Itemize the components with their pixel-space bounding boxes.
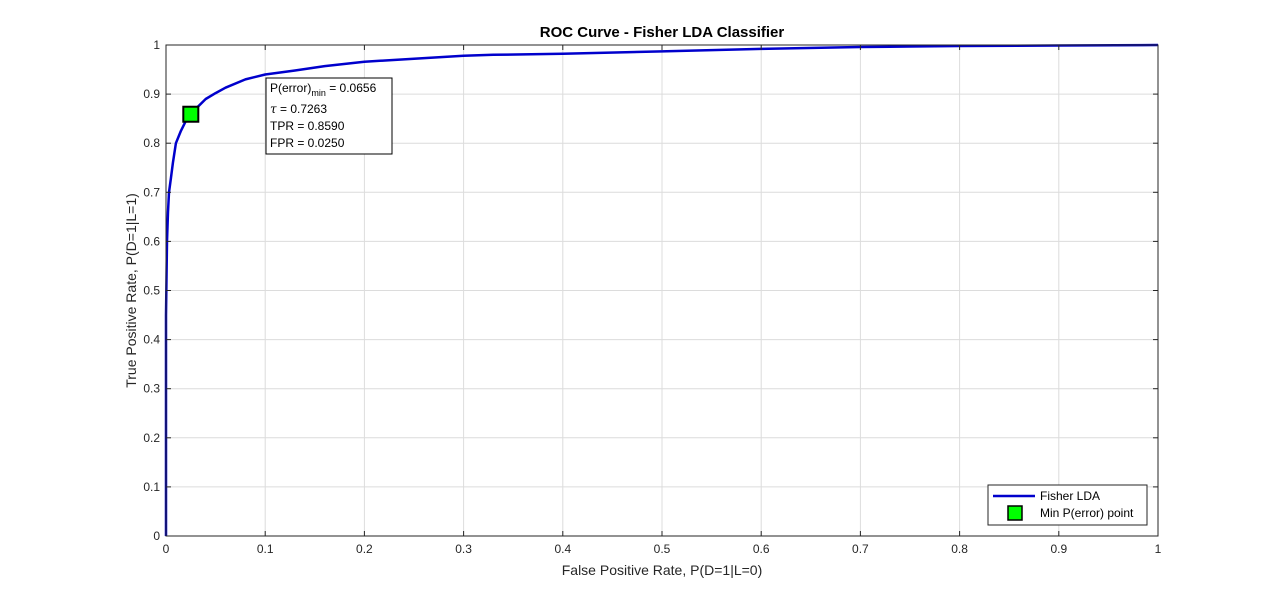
y-tick-label: 0.2 [143,431,160,445]
x-tick-label: 0.8 [951,542,968,556]
y-tick-label: 0.6 [143,234,160,248]
annotation-fpr: FPR = 0.0250 [270,136,345,150]
legend: Fisher LDA Min P(error) point [987,484,1148,526]
annotation-perror-prefix: P(error) [270,81,311,95]
y-tick-label: 0.8 [143,136,160,150]
x-tick-label: 0.4 [554,542,571,556]
annotation-perror: P(error)min = 0.0656 [270,81,377,98]
annotation-tau: τ = 0.7263 [270,102,327,116]
x-tick-label: 1 [1155,542,1162,556]
legend-marker-swatch [1007,505,1023,521]
y-axis-label: True Positive Rate, P(D=1|L=1) [123,193,139,388]
y-tick-label: 0.4 [143,333,160,347]
x-tick-label: 0 [163,542,170,556]
y-tick-label: 0.7 [143,185,160,199]
y-tick-label: 0.9 [143,87,160,101]
legend-label-min-perror: Min P(error) point [1040,506,1134,520]
x-tick-label: 0.7 [852,542,869,556]
chart-title: ROC Curve - Fisher LDA Classifier [540,24,785,41]
x-tick-label: 0.2 [356,542,373,556]
x-tick-label: 0.9 [1050,542,1067,556]
x-tick-label: 0.1 [257,542,274,556]
legend-label-fisher-lda: Fisher LDA [1040,489,1100,503]
annotation-perror-subscript: min [311,88,326,98]
annotation-tpr: TPR = 0.8590 [270,119,345,133]
x-tick-label: 0.5 [654,542,671,556]
y-tick-label: 0.1 [143,480,160,494]
x-tick-label: 0.6 [753,542,770,556]
axis-ticks: 0 0.1 0.2 0.3 0.4 0.5 0.6 0.7 0.8 0.9 1 0 0.1 0.2 0.3 0… [143,38,1161,556]
y-tick-label: 0.5 [143,284,160,298]
annotation-tau-value: = 0.7263 [277,102,328,116]
annotation-perror-value: = 0.0656 [326,81,377,95]
x-tick-label: 0.3 [455,542,472,556]
y-tick-label: 1 [153,38,160,52]
annotation-box-frame [265,77,393,155]
y-tick-label: 0 [153,529,160,543]
annotation-tau-symbol: τ [270,102,277,116]
x-axis-label: False Positive Rate, P(D=1|L=0) [562,562,763,578]
min-perror-marker [182,105,200,123]
annotation-box: P(error)min = 0.0656 τ = 0.7263 TPR = 0.… [265,77,393,155]
y-tick-label: 0.3 [143,382,160,396]
